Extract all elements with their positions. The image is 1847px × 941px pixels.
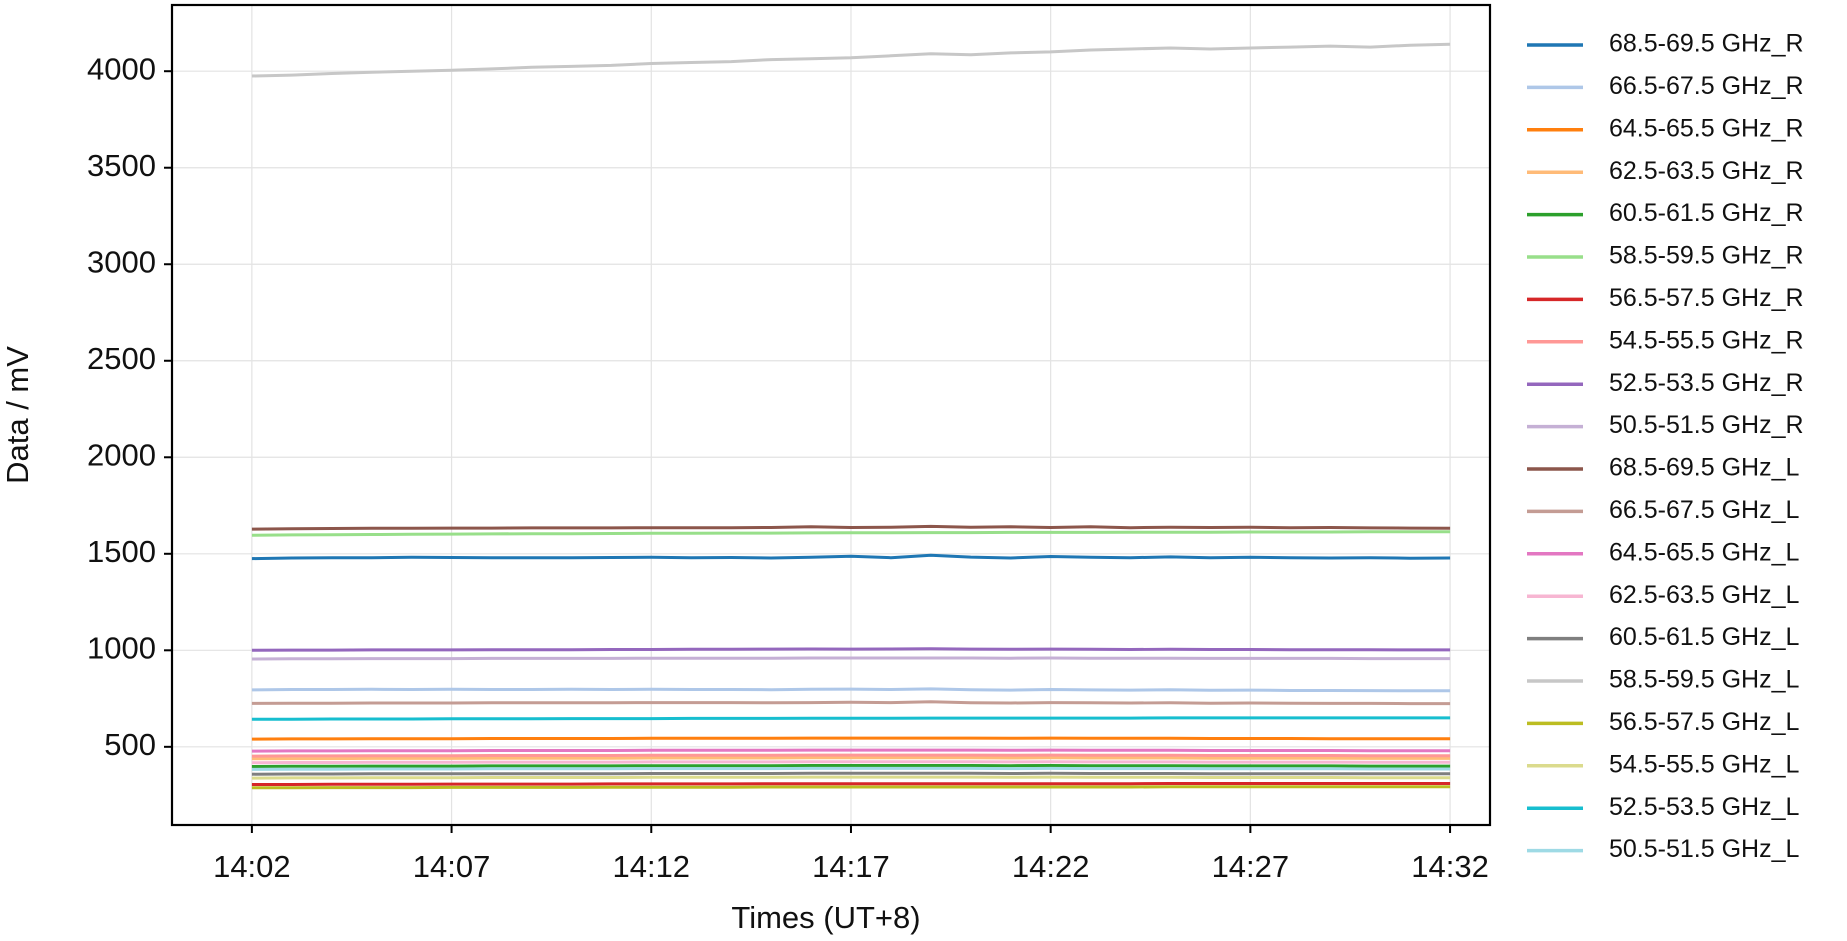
legend-label: 50.5-51.5 GHz_L bbox=[1609, 835, 1799, 863]
series-line bbox=[251, 753, 1451, 758]
legend-label: 60.5-61.5 GHz_R bbox=[1609, 199, 1804, 227]
series-line bbox=[251, 524, 1451, 531]
legend-label: 62.5-63.5 GHz_R bbox=[1609, 157, 1804, 185]
series-line bbox=[251, 553, 1451, 561]
legend-label: 52.5-53.5 GHz_R bbox=[1609, 369, 1804, 397]
x-tick-label: 14:17 bbox=[812, 849, 890, 884]
x-tick-label: 14:32 bbox=[1411, 849, 1489, 884]
series-line bbox=[251, 748, 1451, 753]
series-line bbox=[251, 766, 1451, 771]
legend-label: 54.5-55.5 GHz_R bbox=[1609, 326, 1804, 354]
legend-label: 58.5-59.5 GHz_R bbox=[1609, 242, 1804, 270]
plot-frame bbox=[170, 3, 1492, 827]
y-axis-title: Data / mV bbox=[0, 346, 35, 484]
series-line bbox=[251, 771, 1451, 776]
x-tick-label: 14:12 bbox=[612, 849, 690, 884]
y-tick-label: 1500 bbox=[87, 534, 156, 569]
series-line bbox=[251, 775, 1451, 780]
legend-label: 64.5-65.5 GHz_L bbox=[1609, 538, 1799, 566]
y-tick-label: 4000 bbox=[87, 51, 156, 86]
legend-label: 50.5-51.5 GHz_R bbox=[1609, 411, 1804, 439]
y-tick-label: 2500 bbox=[87, 341, 156, 376]
series-line bbox=[251, 530, 1451, 537]
x-tick-label: 14:22 bbox=[1012, 849, 1090, 884]
series-line bbox=[251, 656, 1451, 661]
legend-label: 58.5-59.5 GHz_L bbox=[1609, 666, 1799, 694]
legend-label: 68.5-69.5 GHz_L bbox=[1609, 454, 1799, 482]
x-tick-label: 14:27 bbox=[1212, 849, 1290, 884]
legend-label: 64.5-65.5 GHz_R bbox=[1609, 114, 1804, 142]
series-line bbox=[251, 785, 1451, 790]
legend-label: 54.5-55.5 GHz_L bbox=[1609, 750, 1799, 778]
series-line bbox=[251, 700, 1451, 706]
y-tick-label: 3500 bbox=[87, 148, 156, 183]
series-line bbox=[251, 760, 1451, 765]
series-line bbox=[251, 736, 1451, 741]
y-tick-label: 500 bbox=[104, 727, 156, 762]
series-line bbox=[251, 716, 1451, 721]
legend-label: 56.5-57.5 GHz_L bbox=[1609, 708, 1799, 736]
x-axis-title: Times (UT+8) bbox=[731, 900, 920, 935]
series-line bbox=[251, 756, 1451, 761]
legend-label: 66.5-67.5 GHz_L bbox=[1609, 496, 1799, 524]
legend-label: 66.5-67.5 GHz_R bbox=[1609, 72, 1804, 100]
x-tick-label: 14:07 bbox=[413, 849, 491, 884]
legend-label: 56.5-57.5 GHz_R bbox=[1609, 284, 1804, 312]
y-tick-label: 1000 bbox=[87, 630, 156, 665]
legend-label: 52.5-53.5 GHz_L bbox=[1609, 793, 1799, 821]
series-line bbox=[251, 42, 1451, 78]
legend-label: 68.5-69.5 GHz_R bbox=[1609, 30, 1804, 58]
y-tick-label: 2000 bbox=[87, 437, 156, 472]
series-line bbox=[251, 782, 1451, 786]
series-line bbox=[251, 764, 1451, 768]
legend-label: 62.5-63.5 GHz_L bbox=[1609, 581, 1799, 609]
series-line bbox=[251, 647, 1451, 652]
y-tick-label: 3000 bbox=[87, 244, 156, 279]
x-tick-label: 14:02 bbox=[213, 849, 291, 884]
series-line bbox=[251, 687, 1451, 693]
legend-label: 60.5-61.5 GHz_L bbox=[1609, 623, 1799, 651]
